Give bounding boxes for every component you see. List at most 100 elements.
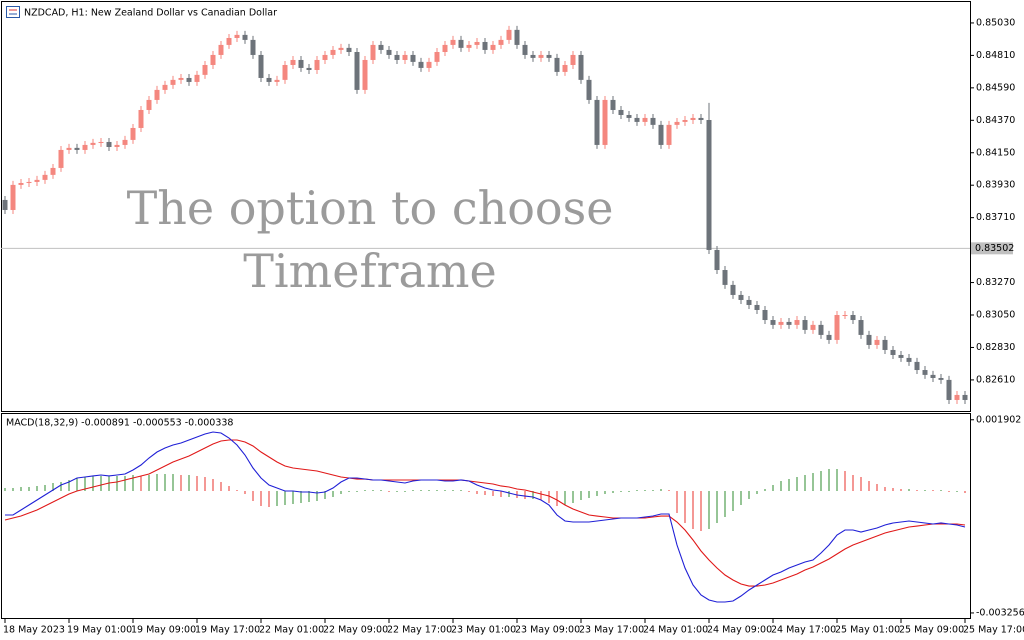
- candle-body: [10, 184, 16, 210]
- candle-body: [690, 117, 696, 121]
- macd-panel: [1, 413, 971, 619]
- candle-body: [634, 117, 640, 122]
- candle-body: [338, 47, 344, 50]
- candle-body: [370, 44, 376, 60]
- candle-body: [170, 79, 176, 85]
- y-tick-label: 0.001902: [976, 414, 1021, 425]
- candle-body: [114, 144, 120, 147]
- candle-body: [154, 89, 160, 100]
- y-tick-label: 0.83050: [976, 310, 1015, 321]
- x-tick-label: 25 May 17:00: [963, 625, 1024, 636]
- x-tick-label: 23 May 09:00: [515, 625, 580, 636]
- candle-body: [802, 320, 808, 330]
- candle-body: [402, 54, 408, 60]
- candle-body: [482, 41, 488, 50]
- candle-body: [42, 174, 48, 180]
- x-tick-label: 18 May 2023: [3, 625, 65, 636]
- candle-body: [858, 320, 864, 335]
- y-tick-label: 0.84590: [976, 82, 1015, 93]
- candle-body: [738, 294, 744, 300]
- candle-body: [50, 167, 56, 175]
- candle-body: [346, 47, 352, 53]
- candle-body: [730, 284, 736, 295]
- candle-body: [90, 142, 96, 145]
- candle-body: [682, 120, 688, 122]
- candle-body: [850, 315, 856, 321]
- candle-body: [306, 67, 312, 70]
- price-panel: [1, 1, 971, 412]
- candle-body: [866, 334, 872, 345]
- candle-body: [930, 374, 936, 378]
- candle-body: [954, 394, 960, 400]
- x-tick-label: 24 May 17:00: [771, 625, 836, 636]
- candle-body: [578, 54, 584, 80]
- candle-body: [362, 59, 368, 90]
- candle-body: [218, 44, 224, 55]
- x-tick-label: 25 May 09:00: [899, 625, 964, 636]
- candle-body: [874, 339, 880, 345]
- candle-body: [258, 54, 264, 78]
- x-tick-label: 22 May 01:00: [259, 625, 324, 636]
- candle-body: [826, 334, 832, 340]
- candle-body: [354, 52, 360, 90]
- y-tick-label: -0.003256: [976, 607, 1024, 618]
- candle-body: [786, 321, 792, 325]
- candle-body: [794, 320, 800, 325]
- candle-body: [570, 54, 576, 65]
- candle-body: [466, 44, 472, 48]
- candle-body: [162, 84, 168, 90]
- candle-body: [82, 144, 88, 150]
- candle-body: [322, 54, 328, 60]
- y-tick-label: 0.83270: [976, 277, 1015, 288]
- candle-body: [770, 320, 776, 325]
- candle-body: [418, 61, 424, 68]
- candle-body: [522, 44, 528, 55]
- signal-line: [4, 439, 966, 587]
- x-tick-label: 19 May 09:00: [131, 625, 196, 636]
- candle-body: [386, 49, 392, 55]
- candle-body: [890, 349, 896, 355]
- candle-body: [242, 34, 248, 40]
- candle-body: [754, 304, 760, 310]
- candle-body: [2, 199, 8, 210]
- candle-body: [290, 59, 296, 65]
- y-tick-label: 0.84150: [976, 147, 1015, 158]
- macd-line: [5, 431, 966, 603]
- candle-body: [514, 29, 520, 45]
- candle-body: [250, 39, 256, 55]
- x-tick-label: 25 May 01:00: [835, 625, 900, 636]
- candle-body: [698, 117, 704, 121]
- x-tick-label: 19 May 17:00: [195, 625, 260, 636]
- candle-body: [626, 114, 632, 118]
- candle-body: [474, 41, 480, 45]
- candle-body: [490, 44, 496, 50]
- candle-body: [34, 179, 40, 182]
- candle-body: [58, 149, 64, 168]
- candle-body: [194, 74, 200, 82]
- candle-body: [146, 99, 152, 110]
- candle-body: [818, 324, 824, 335]
- symbol-icon: [6, 6, 20, 18]
- candle-body: [914, 361, 920, 371]
- candle-body: [378, 44, 384, 50]
- candle-body: [210, 54, 216, 65]
- candle-body: [946, 379, 952, 400]
- candle-body: [842, 315, 848, 317]
- candle-body: [746, 299, 752, 305]
- candle-body: [562, 64, 568, 72]
- x-tick-label: 22 May 09:00: [323, 625, 388, 636]
- candle-body: [66, 147, 72, 150]
- candle-body: [130, 127, 136, 140]
- candle-body: [298, 59, 304, 68]
- candle-body: [714, 249, 720, 271]
- candle-body: [186, 77, 192, 82]
- candle-body: [834, 315, 840, 340]
- candle-body: [330, 49, 336, 55]
- candle-body: [282, 64, 288, 80]
- candle-body: [722, 270, 728, 285]
- x-tick-label: 24 May 09:00: [707, 625, 772, 636]
- candle-body: [586, 79, 592, 100]
- candle-body: [762, 309, 768, 321]
- candle-body: [434, 52, 440, 62]
